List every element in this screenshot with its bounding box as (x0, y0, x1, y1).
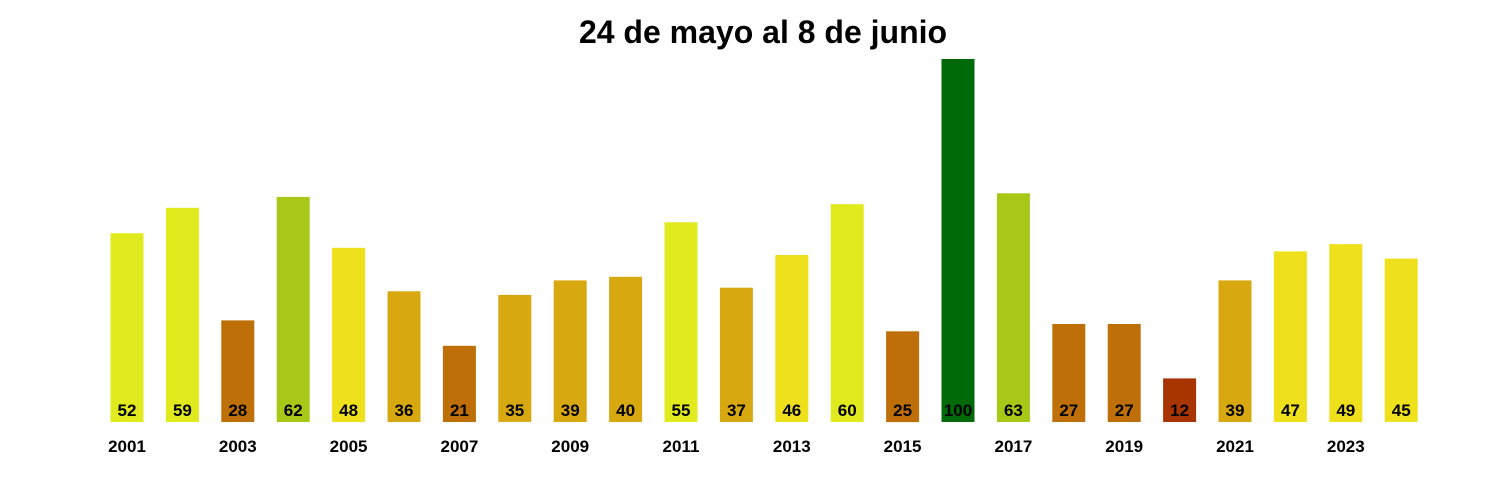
bar-2013 (775, 255, 809, 422)
value-label-2020: 12 (1170, 401, 1189, 420)
x-tick-label-2023: 2023 (1327, 437, 1365, 456)
bar-2023 (1329, 244, 1363, 422)
x-tick-label-2021: 2021 (1216, 437, 1254, 456)
bar-2024 (1384, 258, 1418, 422)
value-label-2007: 21 (450, 401, 469, 420)
bar-2003 (221, 320, 255, 422)
x-tick-label-2015: 2015 (884, 437, 922, 456)
value-label-2011: 55 (672, 401, 691, 420)
bar-2006 (387, 291, 421, 422)
value-label-2010: 40 (616, 401, 635, 420)
value-labels-group: 52 59 28 62 48 36 21 35 39 40 55 37 46 60 25 100 63 27 27 1… (118, 401, 1411, 420)
value-label-2023: 49 (1336, 401, 1355, 420)
bar-2022 (1273, 251, 1307, 422)
value-label-2001: 52 (118, 401, 137, 420)
bar-2011 (664, 222, 698, 422)
value-label-2006: 36 (395, 401, 414, 420)
value-label-2024: 45 (1392, 401, 1411, 420)
chart-title: 24 de mayo al 8 de junio (579, 14, 947, 50)
x-tick-label-2019: 2019 (1105, 437, 1143, 456)
value-label-2002: 59 (173, 401, 192, 420)
bar-2005 (332, 247, 366, 422)
value-label-2019: 27 (1115, 401, 1134, 420)
x-tick-label-2013: 2013 (773, 437, 811, 456)
value-label-2015: 25 (893, 401, 912, 420)
value-label-2014: 60 (838, 401, 857, 420)
x-axis-ticks: 2001 2003 2005 2007 2009 2011 2013 2015 2017 2019… (108, 437, 1365, 456)
value-label-2021: 39 (1226, 401, 1245, 420)
bar-2016 (941, 59, 975, 422)
value-label-2003: 28 (228, 401, 247, 420)
bar-2009 (553, 280, 587, 422)
value-label-2022: 47 (1281, 401, 1300, 420)
x-tick-label-2003: 2003 (219, 437, 257, 456)
bar-2004 (276, 196, 310, 422)
value-label-2016: 100 (944, 401, 972, 420)
value-label-2004: 62 (284, 401, 303, 420)
value-label-2018: 27 (1059, 401, 1078, 420)
x-tick-label-2007: 2007 (440, 437, 478, 456)
x-tick-label-2009: 2009 (551, 437, 589, 456)
value-label-2008: 35 (505, 401, 524, 420)
bars-group (110, 59, 1418, 423)
x-tick-label-2011: 2011 (663, 437, 700, 456)
value-label-2005: 48 (339, 401, 358, 420)
bar-2018 (1052, 324, 1086, 422)
bar-2021 (1218, 280, 1252, 422)
bar-2010 (609, 276, 643, 422)
x-tick-label-2017: 2017 (994, 437, 1032, 456)
value-label-2009: 39 (561, 401, 580, 420)
bar-2020 (1163, 378, 1197, 422)
x-tick-label-2005: 2005 (330, 437, 368, 456)
bar-2007 (442, 345, 476, 422)
bar-2001 (110, 233, 144, 422)
bar-2008 (498, 294, 532, 422)
x-tick-label-2001: 2001 (108, 437, 146, 456)
value-label-2017: 63 (1004, 401, 1023, 420)
bar-2002 (165, 207, 199, 422)
bar-2015 (886, 331, 920, 423)
bar-2017 (996, 193, 1030, 422)
bar-2019 (1107, 324, 1141, 422)
bar-2012 (719, 287, 753, 422)
value-label-2012: 37 (727, 401, 746, 420)
bar-2014 (830, 204, 864, 422)
value-label-2013: 46 (782, 401, 801, 420)
